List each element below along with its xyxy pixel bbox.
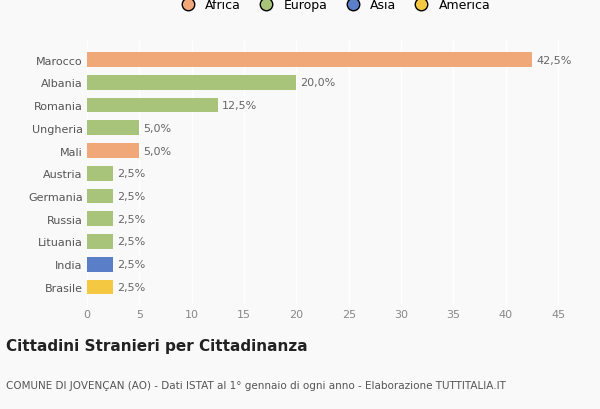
Bar bbox=[87, 189, 113, 204]
Text: 2,5%: 2,5% bbox=[118, 237, 146, 247]
Text: 42,5%: 42,5% bbox=[536, 55, 571, 65]
Bar bbox=[87, 234, 113, 249]
Text: 2,5%: 2,5% bbox=[118, 169, 146, 179]
Text: 2,5%: 2,5% bbox=[118, 214, 146, 224]
Bar bbox=[87, 53, 532, 68]
Bar bbox=[87, 144, 139, 159]
Text: 5,0%: 5,0% bbox=[143, 124, 172, 133]
Text: 2,5%: 2,5% bbox=[118, 282, 146, 292]
Bar bbox=[87, 280, 113, 294]
Text: 2,5%: 2,5% bbox=[118, 260, 146, 270]
Text: 12,5%: 12,5% bbox=[222, 101, 257, 111]
Bar bbox=[87, 212, 113, 227]
Text: 2,5%: 2,5% bbox=[118, 191, 146, 202]
Bar bbox=[87, 257, 113, 272]
Legend: Africa, Europa, Asia, America: Africa, Europa, Asia, America bbox=[175, 0, 491, 12]
Bar bbox=[87, 121, 139, 136]
Bar bbox=[87, 76, 296, 90]
Text: 20,0%: 20,0% bbox=[301, 78, 336, 88]
Text: 5,0%: 5,0% bbox=[143, 146, 172, 156]
Bar bbox=[87, 166, 113, 181]
Bar bbox=[87, 99, 218, 113]
Text: Cittadini Stranieri per Cittadinanza: Cittadini Stranieri per Cittadinanza bbox=[6, 338, 308, 353]
Text: COMUNE DI JOVENÇAN (AO) - Dati ISTAT al 1° gennaio di ogni anno - Elaborazione T: COMUNE DI JOVENÇAN (AO) - Dati ISTAT al … bbox=[6, 380, 506, 391]
